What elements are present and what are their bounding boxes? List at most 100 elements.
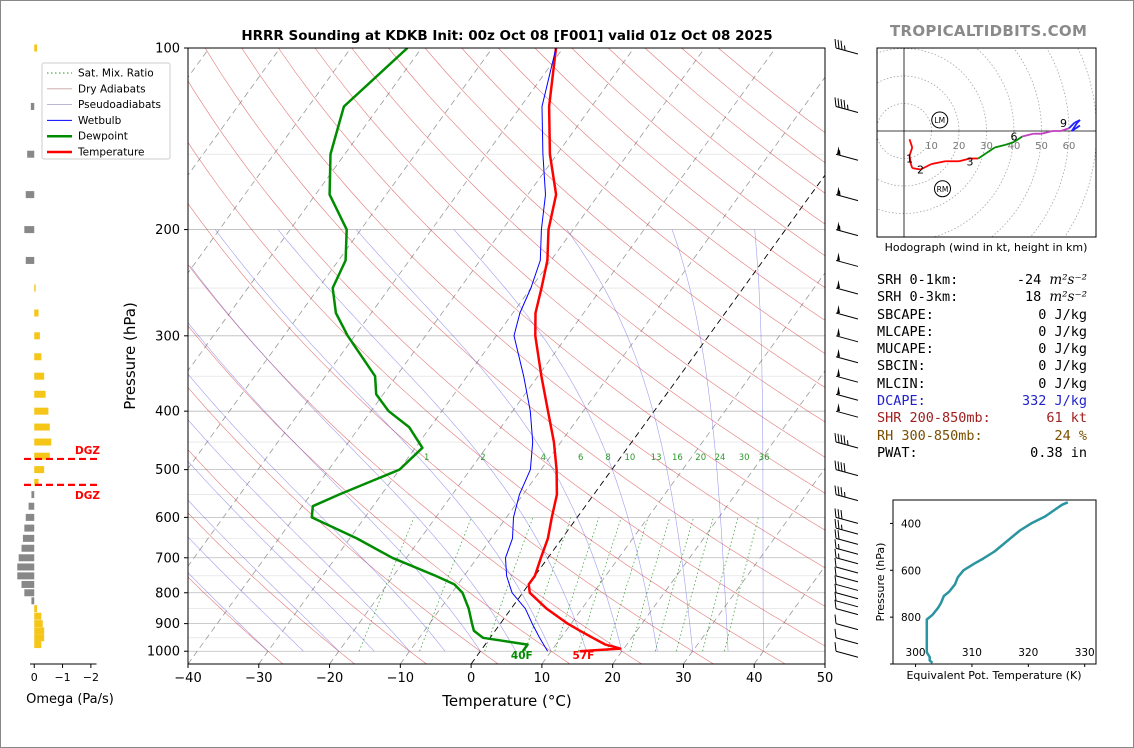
hodograph-segment [908, 147, 914, 157]
wind-barb [834, 599, 859, 616]
barb-flag [837, 461, 840, 471]
hodograph-height-label: 3 [967, 155, 974, 168]
barb-flag [834, 460, 837, 470]
barb-staff [835, 516, 859, 524]
y-tick-label: 900 [155, 617, 180, 632]
hodograph-segment [977, 152, 987, 160]
omega-tick-label: −1 [54, 671, 70, 684]
hodograph-segment [931, 160, 946, 165]
hodograph-segment [1060, 127, 1070, 132]
index-label: SHR 200-850mb: [877, 410, 991, 427]
y-tick-label: 500 [155, 463, 180, 478]
index-label: DCAPE: [877, 393, 926, 410]
isotherm [329, 48, 776, 664]
wind-barb [834, 460, 859, 477]
wind-barb [835, 305, 859, 320]
omega-bar [34, 620, 43, 628]
barb-staff [835, 557, 859, 565]
index-unit: m²s⁻² [1049, 272, 1087, 288]
barb-flag [834, 548, 837, 558]
barb-pennant [837, 348, 840, 357]
omega-bar [17, 572, 35, 580]
wind-barb [834, 575, 859, 591]
mixing-ratio-label: 2 [480, 453, 485, 463]
omega-bar [34, 634, 45, 642]
dry-adiabat [351, 48, 825, 458]
omega-bar [34, 641, 42, 649]
barb-half [844, 45, 846, 51]
theta-xlabel: Equivalent Pot. Temperature (K) [906, 669, 1081, 682]
wind-barb [834, 519, 859, 535]
index-row: SRH 0-3km: 18 m²s⁻² [877, 289, 1097, 306]
dry-adiabat [498, 48, 825, 321]
index-value: 24 % [1054, 427, 1087, 444]
omega-bar [25, 513, 35, 521]
wind-barb [835, 386, 859, 401]
barb-staff [835, 537, 859, 545]
brand-watermark: TROPICALTIDBITS.COM [890, 22, 1088, 40]
dry-adiabat [461, 48, 825, 354]
index-label: MLCAPE: [877, 323, 934, 340]
barb-staff [835, 469, 859, 477]
barb-flag [843, 99, 846, 109]
barb-pennant [837, 280, 840, 289]
barb-pennant [837, 305, 840, 314]
index-row: SHR 200-850mb: 61 kt [877, 410, 1097, 427]
omega-bar [34, 407, 49, 415]
barb-flag [834, 38, 837, 49]
wind-barb [834, 642, 859, 658]
hodograph-segment [1071, 124, 1081, 132]
index-value: -24 m²s⁻² [1016, 272, 1087, 288]
mixing-ratio-line [484, 517, 534, 652]
x-tick-label: −20 [316, 671, 343, 686]
barb-flag [837, 530, 840, 540]
hodograph-segment [908, 138, 914, 148]
hodograph-segment [1068, 122, 1076, 129]
pseudoadiabat [188, 460, 375, 652]
hodograph-segment [1041, 130, 1053, 135]
barb-flag [834, 599, 837, 609]
barb-staff [835, 335, 859, 343]
pseudoadiabat [188, 572, 269, 652]
hodograph-segment [910, 163, 914, 169]
wind-barb [834, 548, 859, 565]
omega-bar [34, 605, 38, 613]
barb-half [839, 225, 841, 231]
barb-flag [840, 434, 843, 444]
storm-motion-label: RM [937, 185, 949, 194]
omega-bar [25, 256, 35, 264]
dry-adiabat [314, 48, 825, 494]
omega-bar [24, 226, 35, 234]
hodograph-axes [876, 47, 1097, 238]
barb-staff [835, 583, 859, 591]
mixing-ratio-label: 6 [578, 453, 583, 463]
hodograph-ring-label: 20 [953, 141, 966, 152]
barb-half [838, 544, 840, 550]
x-tick-label: 0 [467, 671, 475, 686]
index-value: 0 J/kg [1038, 375, 1087, 392]
barb-flag [834, 566, 837, 576]
y-tick-label: 700 [155, 551, 180, 566]
x-tick-label: 40 [746, 671, 763, 686]
wetbulb-line [505, 48, 557, 652]
index-value: 0 J/kg [1038, 341, 1087, 358]
isotherm [188, 48, 352, 274]
wind-barb [834, 614, 859, 631]
mixing-ratio-line [358, 517, 415, 652]
dry-adiabat [188, 141, 786, 664]
omega-bar [34, 44, 38, 52]
barb-staff [835, 494, 859, 502]
x-tick-label: 30 [675, 671, 692, 686]
storm-motion-marker [934, 180, 951, 198]
dry-adiabat [204, 48, 825, 607]
storm-motion-marker [931, 111, 949, 129]
barb-flag [840, 487, 843, 497]
barb-flag [843, 435, 846, 445]
index-value: 61 kt [1046, 410, 1087, 427]
barb-half [839, 190, 841, 196]
barb-flag [834, 557, 837, 568]
index-unit: m²s⁻² [1049, 289, 1087, 306]
theta-y-tick-label: 600 [901, 565, 921, 577]
dry-adiabat [188, 264, 642, 664]
hodograph-height-label: 2 [917, 164, 924, 177]
